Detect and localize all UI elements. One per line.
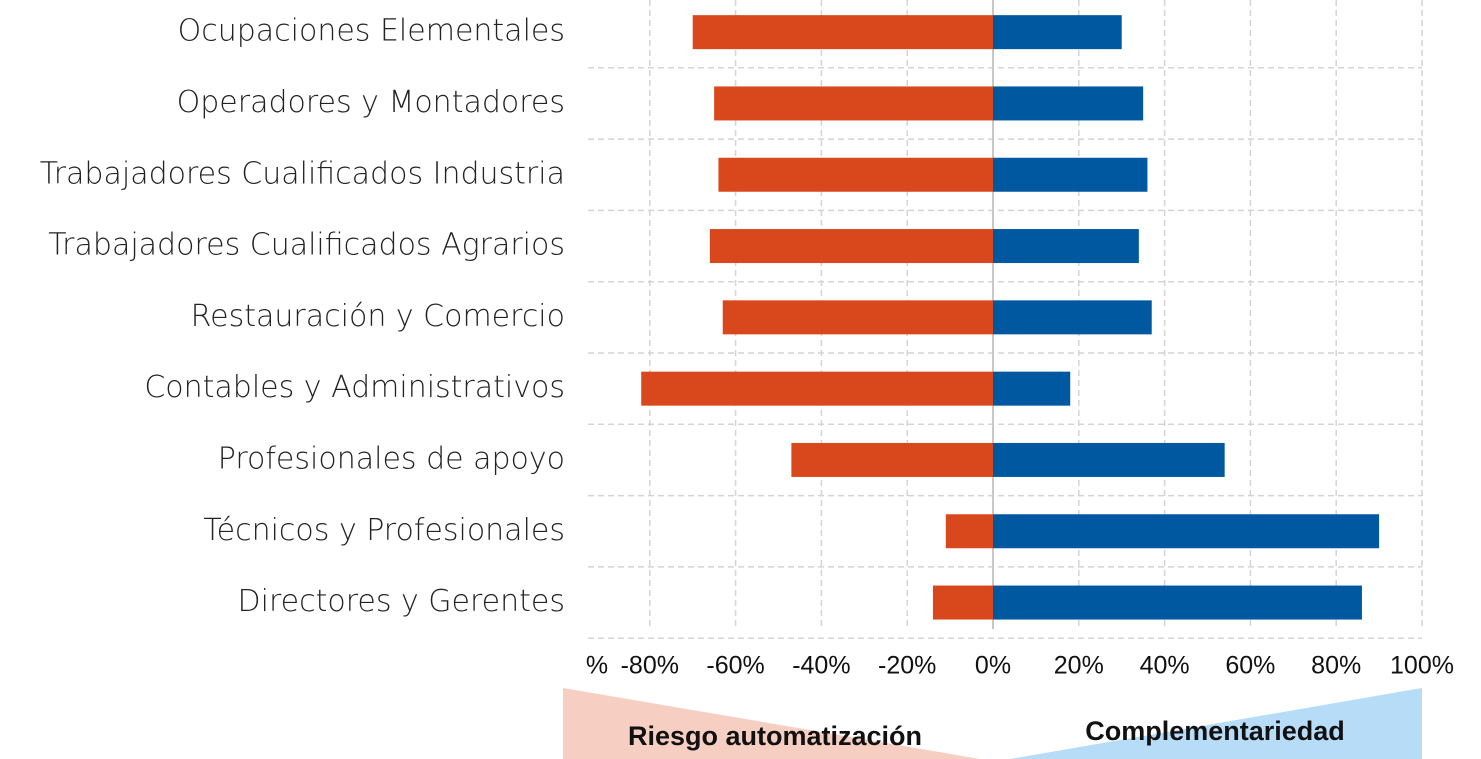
category-label: Técnicos y Profesionales xyxy=(203,513,565,548)
bar xyxy=(714,86,993,121)
category-label: Profesionales de apoyo xyxy=(218,441,565,476)
x-tick-label: % xyxy=(586,652,608,680)
x-tick-label: -60% xyxy=(706,652,764,680)
category-label: Contables y Administrativos xyxy=(144,370,565,405)
x-tick-label: -20% xyxy=(878,652,936,680)
bar xyxy=(993,514,1380,549)
bar xyxy=(641,371,993,406)
category-label: Ocupaciones Elementales xyxy=(178,14,565,49)
category-label: Trabajadores Cualificados Agrarios xyxy=(48,228,565,263)
x-tick-label: 80% xyxy=(1311,652,1361,680)
x-tick-label: 40% xyxy=(1140,652,1190,680)
bar xyxy=(993,585,1362,620)
x-tick-label: 100% xyxy=(1390,652,1454,680)
bar xyxy=(932,585,993,620)
x-tick-label: 20% xyxy=(1054,652,1104,680)
bar xyxy=(993,86,1144,121)
category-label: Directores y Gerentes xyxy=(238,584,565,619)
category-label: Trabajadores Cualificados Industria xyxy=(40,156,565,191)
bar xyxy=(692,15,993,50)
x-tick-label: -40% xyxy=(792,652,850,680)
bar xyxy=(722,300,993,335)
bar xyxy=(993,442,1225,477)
bar xyxy=(945,514,993,549)
category-label: Operadores y Montadores xyxy=(177,85,565,120)
x-tick-label: 0% xyxy=(975,652,1011,680)
bar xyxy=(709,229,993,264)
x-tick-label: 60% xyxy=(1225,652,1275,680)
bar xyxy=(993,157,1148,192)
bar xyxy=(993,371,1071,406)
bar xyxy=(993,300,1152,335)
bar xyxy=(993,15,1122,50)
risk-band-label: Riesgo automatización xyxy=(628,721,922,751)
category-label: Restauración y Comercio xyxy=(191,299,565,334)
bar xyxy=(718,157,993,192)
bar xyxy=(791,442,993,477)
complement-band-label: Complementariedad xyxy=(1085,716,1345,746)
x-tick-label: -80% xyxy=(621,652,679,680)
risk-band xyxy=(563,688,980,759)
bar xyxy=(993,229,1139,264)
complement-band xyxy=(1010,688,1422,759)
